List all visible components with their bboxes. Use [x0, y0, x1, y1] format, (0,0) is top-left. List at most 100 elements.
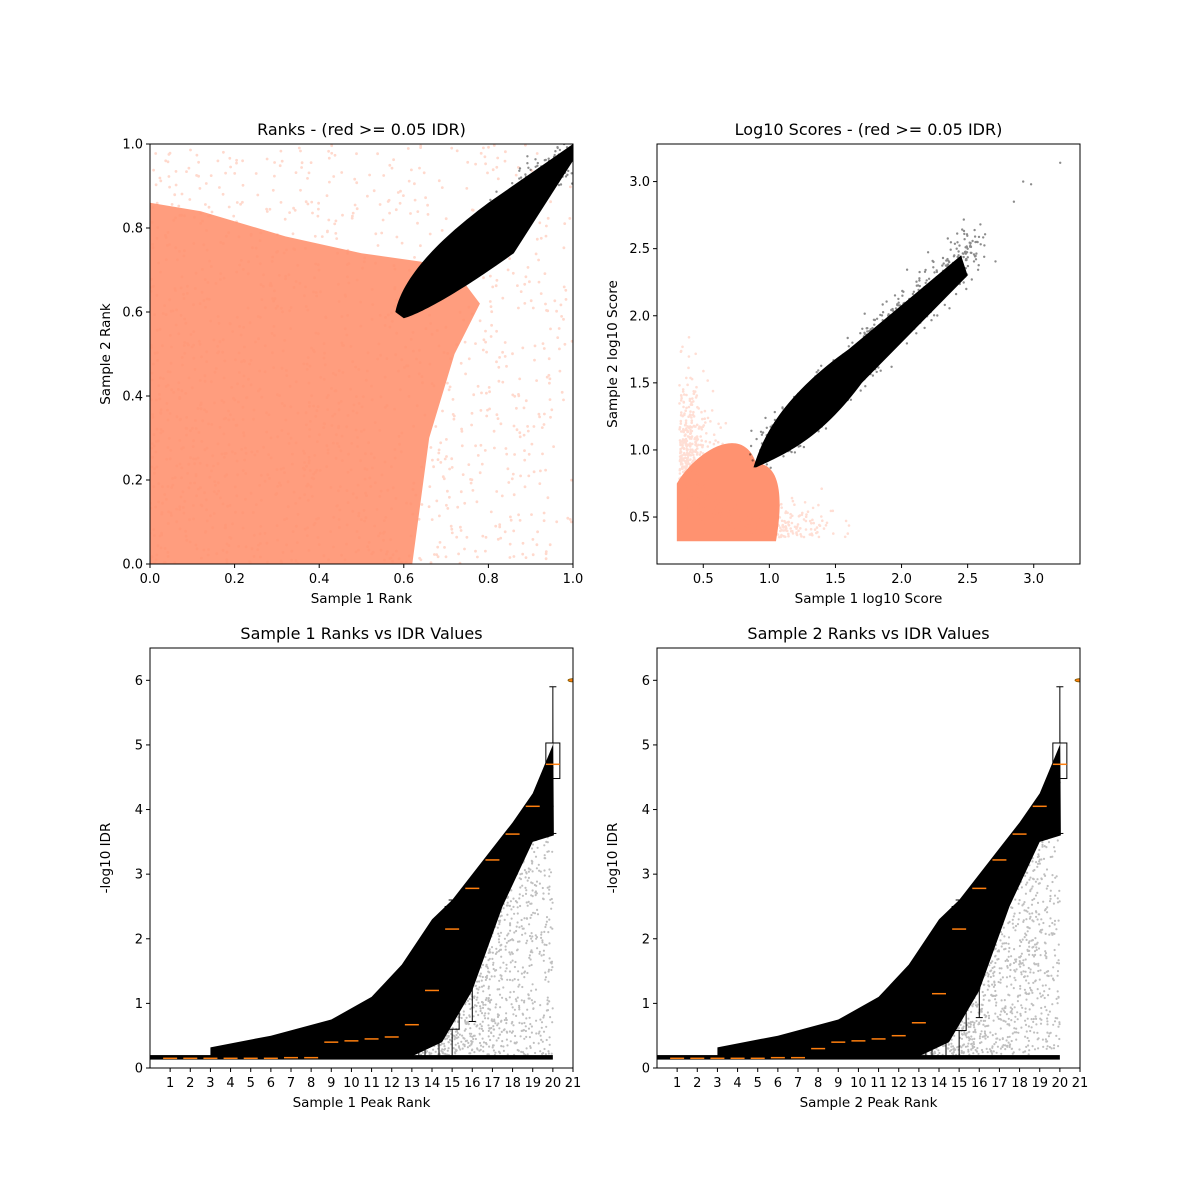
y-tick-label: 0.4 — [122, 390, 143, 405]
chart-title: Ranks - (red >= 0.05 IDR) — [257, 120, 466, 139]
y-tick-label: 5 — [642, 738, 650, 753]
red-dense-region — [150, 202, 480, 564]
black-peaks-points — [400, 144, 573, 315]
y-tick-label: 0.8 — [122, 222, 143, 237]
x-tick-label: 7 — [794, 1076, 802, 1091]
box-14 — [931, 939, 947, 1059]
y-tick-label: 0 — [642, 1062, 650, 1077]
plot-area — [676, 161, 1062, 542]
axes-frame — [149, 143, 574, 565]
x-tick-label: 15 — [444, 1076, 461, 1091]
x-tick-label: 18 — [1011, 1076, 1028, 1091]
y-axis-label: -log10 IDR — [98, 823, 114, 894]
red-peaks — [678, 336, 851, 539]
box-14 — [424, 941, 440, 1059]
box-19 — [525, 802, 541, 842]
x-tick-label: 2 — [693, 1076, 701, 1091]
black-dense-region — [395, 144, 573, 319]
x-tick-label: 8 — [307, 1076, 315, 1091]
y-axis-label: Sample 2 Rank — [98, 303, 114, 405]
box-15 — [444, 899, 460, 1059]
x-tick-label: 18 — [504, 1076, 521, 1091]
y-tick-label: 2.0 — [629, 309, 650, 324]
x-tick-label: 0.0 — [140, 572, 161, 587]
x-tick-label: 15 — [951, 1076, 968, 1091]
box-body — [951, 905, 967, 1032]
y-tick-label: 1 — [642, 997, 650, 1012]
x-tick-label: 0.2 — [224, 572, 245, 587]
box-16 — [971, 886, 987, 1019]
panel-4: 1 2 3 4 5 6 7 8 9 10 11 12 13 14 15 16 17 18 19 20 210123456… — [605, 624, 1088, 1111]
idr-dense-region — [210, 680, 554, 1058]
chart-title: Sample 1 Ranks vs IDR Values — [240, 624, 482, 643]
y-tick-label: 4 — [642, 803, 650, 818]
x-tick-label: 20 — [545, 1076, 562, 1091]
idr-peaks — [390, 766, 554, 1057]
x-tick-label: 1.5 — [825, 572, 846, 587]
x-tick-label: 16 — [464, 1076, 481, 1091]
x-tick-label: 10 — [343, 1076, 360, 1091]
box-19 — [1032, 802, 1048, 842]
box-body — [444, 905, 460, 1030]
axes-frame — [656, 647, 1081, 1069]
x-tick-label: 20 — [1052, 1076, 1069, 1091]
box-17 — [484, 858, 500, 907]
x-tick-label: 5 — [247, 1076, 255, 1091]
plot-area — [150, 678, 573, 1060]
x-tick-label: 0.5 — [693, 572, 714, 587]
panel-1: 0.0 0.2 0.4 0.6 0.8 1.0 0.0 0.2 0.4 0.6 0.8 1.0 Rank… — [98, 120, 583, 607]
x-tick-label: 11 — [870, 1076, 887, 1091]
box-body — [424, 944, 440, 1059]
x-tick-label: 3.0 — [1023, 572, 1044, 587]
red-peaks-points — [150, 144, 573, 564]
y-tick-label: 1.0 — [629, 443, 650, 458]
black-peaks-points — [749, 161, 1062, 470]
y-tick-label: 3 — [642, 868, 650, 883]
y-tick-label: 6 — [642, 674, 650, 689]
red-dense-region — [676, 443, 780, 542]
box-body — [911, 978, 927, 1059]
y-axis-label: -log10 IDR — [605, 823, 621, 894]
x-tick-label: 1 — [673, 1076, 681, 1091]
box-body — [404, 980, 420, 1059]
chart-title: Log10 Scores - (red >= 0.05 IDR) — [735, 120, 1003, 139]
x-tick-label: 12 — [890, 1076, 907, 1091]
x-tick-label: 5 — [754, 1076, 762, 1091]
box-13 — [404, 977, 420, 1059]
chart-title: Sample 2 Ranks vs IDR Values — [747, 624, 989, 643]
x-tick-label: 14 — [424, 1076, 441, 1091]
y-tick-label: 1 — [135, 997, 143, 1012]
x-tick-label: 13 — [911, 1076, 928, 1091]
x-tick-label: 14 — [931, 1076, 948, 1091]
y-tick-label: 2.5 — [629, 242, 650, 257]
y-tick-label: 5 — [135, 738, 143, 753]
box-20 — [545, 686, 561, 834]
box-16 — [464, 886, 480, 1022]
box-15 — [951, 899, 967, 1059]
x-tick-label: 1.0 — [759, 572, 780, 587]
x-tick-label: 17 — [484, 1076, 501, 1091]
x-tick-label: 12 — [383, 1076, 400, 1091]
baseline-strip — [657, 1055, 1060, 1060]
x-tick-label: 13 — [404, 1076, 421, 1091]
baseline-strip — [150, 1055, 553, 1060]
x-tick-label: 21 — [1072, 1076, 1089, 1091]
y-tick-label: 4 — [135, 803, 143, 818]
y-tick-label: 0.6 — [122, 306, 143, 321]
box-17 — [991, 858, 1007, 907]
y-tick-label: 6 — [135, 674, 143, 689]
x-tick-label: 11 — [363, 1076, 380, 1091]
black-peaks — [400, 144, 573, 315]
idr-peaks-points — [897, 775, 1061, 1057]
y-tick-label: 0.2 — [122, 474, 143, 489]
x-axis-label: Sample 1 Rank — [311, 591, 413, 607]
y-tick-label: 3.0 — [629, 175, 650, 190]
outlier-marker — [567, 678, 573, 683]
y-tick-label: 1.5 — [629, 376, 650, 391]
x-tick-label: 0.4 — [309, 572, 330, 587]
red-peaks-points — [678, 336, 851, 539]
y-tick-label: 2 — [135, 932, 143, 947]
x-tick-label: 10 — [850, 1076, 867, 1091]
red-peaks — [150, 144, 573, 564]
x-tick-label: 19 — [1031, 1076, 1048, 1091]
